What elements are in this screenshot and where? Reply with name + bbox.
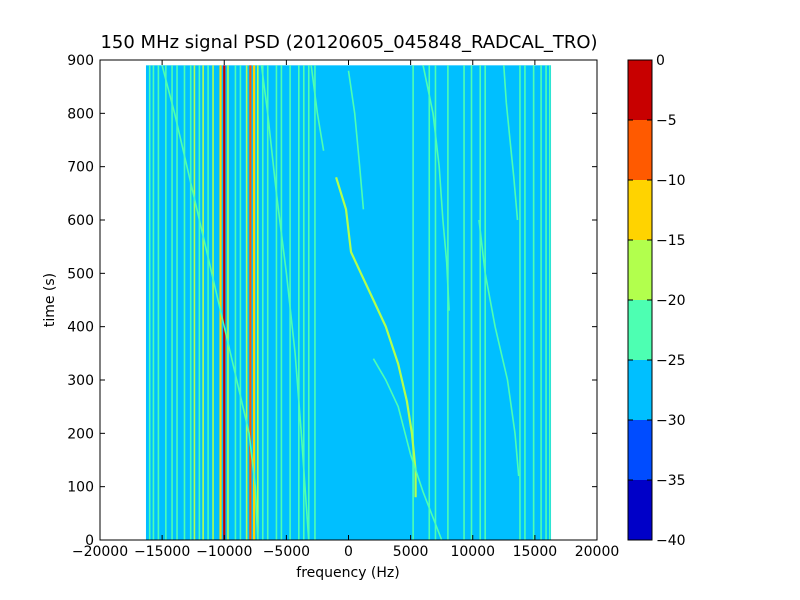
heatmap-vertical-line (157, 65, 160, 540)
heatmap-vertical-line (307, 65, 310, 540)
heatmap-vertical-line (198, 65, 201, 540)
heatmap-vertical-line (261, 65, 264, 540)
heatmap-vertical-line (434, 65, 437, 540)
heatmap-vertical-line (479, 65, 482, 540)
heatmap-drifting-trace (347, 70, 365, 210)
heatmap-vertical-line (165, 65, 167, 540)
heatmap-drifting-trace (503, 65, 519, 221)
x-tick-label: 5000 (393, 544, 429, 560)
colorbar-tick-label: −20 (656, 293, 686, 309)
heatmap-vertical-line (227, 65, 229, 540)
heatmap-vertical-line (266, 65, 269, 540)
colorbar-tick-label: −40 (656, 533, 686, 549)
x-axis: −20000 −15000 −10000 −5000 0 5000 10000 15000 20… (72, 60, 619, 560)
y-tick-label: 500 (67, 266, 94, 282)
heatmap-vertical-line (252, 65, 256, 540)
x-tick-label: 0 (344, 544, 353, 560)
x-tick-label: −20000 (72, 544, 128, 560)
colorbar-band (628, 120, 652, 180)
heatmap-drifting-trace (372, 358, 443, 540)
heatmap-vertical-line (245, 65, 248, 540)
y-tick-label: 400 (67, 320, 94, 336)
heatmap-vertical-line (212, 65, 214, 540)
heatmap-vertical-line (548, 65, 551, 540)
colorbar-band (628, 360, 652, 420)
heatmap-vertical-line (202, 65, 204, 540)
colorbar-band (628, 480, 652, 540)
heatmap-vertical-line (275, 65, 278, 540)
y-axis-label: time (s) (42, 273, 58, 327)
y-tick-label: 300 (67, 373, 94, 389)
heatmap-vertical-line (183, 65, 186, 540)
x-tick-label: −10000 (196, 544, 252, 560)
heatmap-vertical-line (234, 65, 237, 540)
heatmap-drifting-trace (478, 219, 520, 477)
heatmap-drifting-trace (161, 65, 259, 540)
heatmap-vertical-line (463, 65, 465, 540)
x-tick-label: 20000 (575, 544, 620, 560)
colorbar: −40 −35 −30 −25 −20 −15 −10 −5 0 (627, 53, 686, 549)
colorbar-tick-label: −15 (656, 233, 686, 249)
heatmap-vertical-line (152, 65, 155, 540)
y-tick-label: 100 (67, 480, 94, 496)
heatmap-vertical-line (314, 65, 316, 540)
y-tick-label: 600 (67, 213, 94, 229)
heatmap-vertical-line (280, 65, 283, 540)
heatmap-vertical-line (207, 65, 209, 540)
heatmap-vertical-line (249, 65, 252, 540)
heatmap-drifting-trace (422, 65, 450, 311)
colorbar-band (628, 300, 652, 360)
heatmap-vertical-line (540, 65, 542, 540)
heatmap-vertical-line (189, 65, 192, 540)
colorbar-tick-label: −30 (656, 413, 686, 429)
heatmap-vertical-line (412, 65, 414, 540)
y-axis: 0 100 200 300 400 500 600 700 800 900 (67, 53, 597, 549)
heatmap-vertical-line (219, 65, 222, 540)
heatmap-vertical-line (176, 65, 178, 540)
heatmap-vertical-line (470, 65, 473, 540)
x-tick-label: −15000 (134, 544, 190, 560)
heatmap-vertical-line (532, 65, 535, 540)
chart-title: 150 MHz signal PSD (20120605_045848_RADC… (100, 32, 597, 53)
colorbar-band (628, 180, 652, 240)
colorbar-tick-label: −5 (656, 113, 677, 129)
colorbar-band (628, 240, 652, 300)
heatmap-drifting-trace (335, 176, 417, 498)
heatmap-vertical-line (223, 65, 226, 540)
x-tick-label: 10000 (450, 544, 495, 560)
heatmap-vertical-line (484, 65, 486, 540)
heatmap-vertical-line (239, 65, 242, 540)
heatmap-vertical-line (524, 65, 526, 540)
colorbar-band (628, 420, 652, 480)
heatmap-vertical-line (545, 65, 547, 540)
heatmap-vertical-line (256, 65, 259, 540)
y-tick-label: 900 (67, 53, 94, 69)
heatmap-vertical-line (302, 65, 305, 540)
heatmap-drifting-trace (310, 65, 325, 151)
y-tick-label: 200 (67, 426, 94, 442)
plot-area (100, 60, 597, 540)
heatmap-vertical-line (171, 65, 173, 540)
heatmap-drifting-trace (260, 65, 310, 540)
heatmap-vertical-line (298, 65, 300, 540)
colorbar-tick-label: −25 (656, 353, 686, 369)
heatmap-vertical-line (148, 65, 151, 540)
heatmap-vertical-line (193, 65, 196, 540)
colorbar-tick-label: −35 (656, 473, 686, 489)
y-tick-label: 800 (67, 106, 94, 122)
heatmap-layer (145, 65, 552, 540)
x-axis-label: frequency (Hz) (296, 565, 399, 581)
heatmap-vertical-line (519, 65, 521, 540)
x-tick-label: −5000 (263, 544, 310, 560)
colorbar-tick-label: −10 (656, 173, 686, 189)
y-tick-label: 0 (85, 533, 94, 549)
x-tick-label: 15000 (513, 544, 558, 560)
colorbar-tick-label: 0 (656, 53, 665, 69)
heatmap-vertical-line (428, 65, 431, 540)
y-tick-label: 700 (67, 160, 94, 176)
colorbar-band (628, 60, 652, 120)
